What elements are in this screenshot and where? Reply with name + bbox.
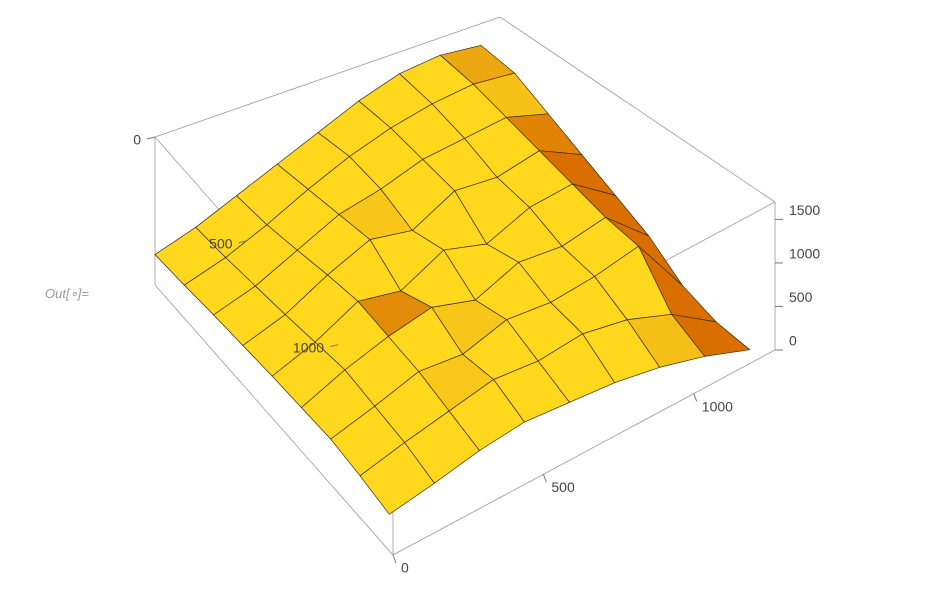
x-tick <box>542 474 547 483</box>
box-edge <box>154 16 501 138</box>
x-tick-label: 0 <box>401 560 409 576</box>
z-tick-label: 1000 <box>789 246 820 262</box>
y-tick <box>329 344 339 348</box>
box-edge <box>392 349 776 556</box>
box-edge <box>499 16 776 203</box>
x-tick <box>693 393 698 402</box>
box-edge <box>154 284 394 556</box>
x-tick-label: 500 <box>551 479 575 495</box>
z-tick-label: 500 <box>789 289 813 305</box>
cell-label: Out[∘]= <box>45 286 89 301</box>
surface-patch <box>359 442 435 515</box>
y-tick-label: 500 <box>209 236 233 252</box>
z-tick-label: 0 <box>789 333 797 349</box>
y-tick-label: 1000 <box>293 339 324 355</box>
x-tick-label: 1000 <box>702 398 733 414</box>
y-tick <box>146 136 156 140</box>
z-tick-label: 1500 <box>789 202 820 218</box>
y-tick-label: 0 <box>133 132 141 148</box>
x-tick <box>392 554 397 564</box>
y-tick <box>238 240 247 244</box>
